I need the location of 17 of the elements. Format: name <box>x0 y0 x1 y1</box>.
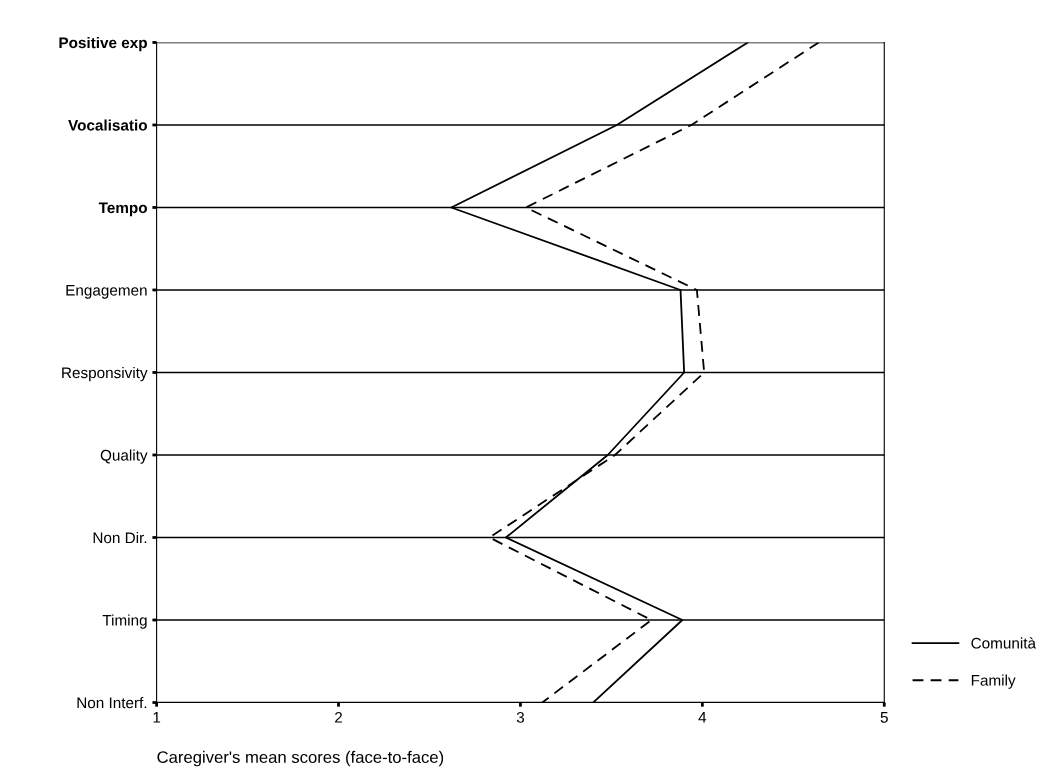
y-tick-label: Engagemen <box>66 285 147 299</box>
y-tick-label: Timing <box>102 614 147 629</box>
x-tick-label: 1 <box>153 712 161 723</box>
x-axis-title: Caregiver's mean scores (face-to-face) <box>157 750 444 767</box>
y-tick-label: Non Dir. <box>93 531 147 544</box>
x-tick-label: 4 <box>698 712 707 723</box>
y-tick-label: Non Interf. <box>77 697 147 709</box>
y-tick-label: Responsivity <box>62 366 148 382</box>
x-tick-label: 3 <box>516 711 525 723</box>
y-tick-label: Vocalisatio <box>68 119 147 131</box>
y-tick-label: Positive exp <box>59 36 147 52</box>
y-tick-label: Tempo <box>98 202 147 217</box>
legend-label: Comunità <box>971 637 1037 649</box>
legend-label: Family <box>971 674 1016 689</box>
y-tick-label: Quality <box>100 449 148 464</box>
x-tick-label: 5 <box>880 712 888 723</box>
x-tick-label: 2 <box>335 711 342 723</box>
